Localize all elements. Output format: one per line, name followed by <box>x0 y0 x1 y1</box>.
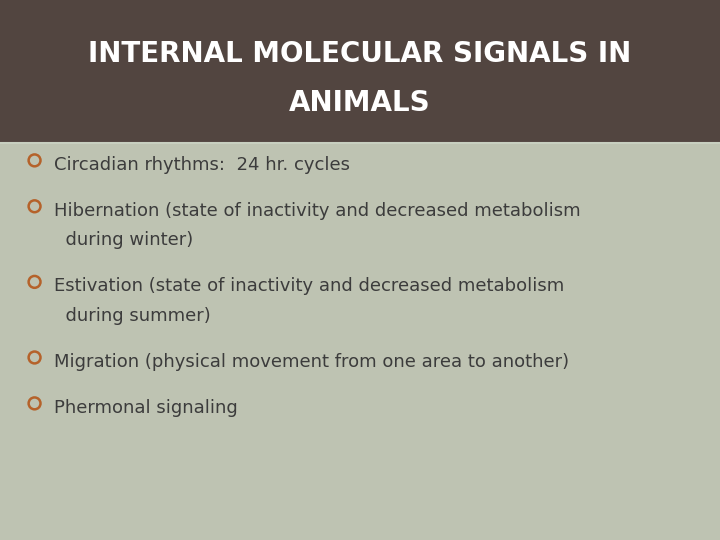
Text: ANIMALS: ANIMALS <box>289 89 431 117</box>
Text: Migration (physical movement from one area to another): Migration (physical movement from one ar… <box>54 353 569 371</box>
Text: Estivation (state of inactivity and decreased metabolism: Estivation (state of inactivity and decr… <box>54 277 564 295</box>
Text: Hibernation (state of inactivity and decreased metabolism: Hibernation (state of inactivity and dec… <box>54 201 580 220</box>
Bar <box>0 0 720 143</box>
Text: Phermonal signaling: Phermonal signaling <box>54 399 238 417</box>
Text: during summer): during summer) <box>54 307 211 325</box>
Text: during winter): during winter) <box>54 231 193 249</box>
Text: Circadian rhythms:  24 hr. cycles: Circadian rhythms: 24 hr. cycles <box>54 156 350 174</box>
Text: INTERNAL MOLECULAR SIGNALS IN: INTERNAL MOLECULAR SIGNALS IN <box>89 40 631 69</box>
